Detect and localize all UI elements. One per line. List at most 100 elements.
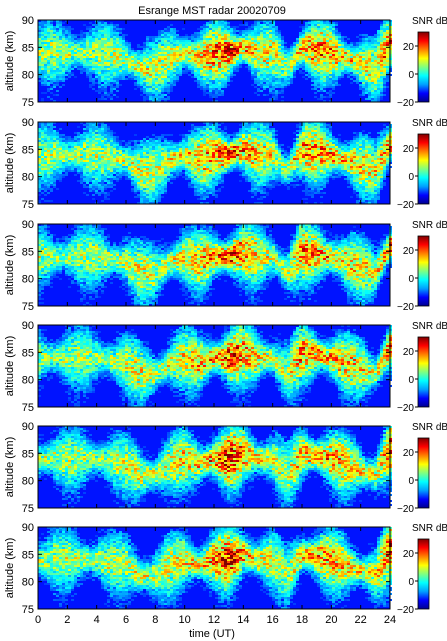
heatmap-cell bbox=[74, 56, 77, 58]
heatmap-cell bbox=[191, 156, 194, 158]
heatmap-cell bbox=[314, 36, 317, 38]
heatmap-cell bbox=[89, 58, 92, 60]
heatmap-cell bbox=[134, 54, 137, 56]
heatmap-cell bbox=[335, 70, 338, 72]
heatmap-cell bbox=[92, 132, 95, 134]
heatmap-cell bbox=[71, 36, 74, 38]
heatmap-cell bbox=[74, 146, 77, 148]
heatmap-cell bbox=[284, 50, 287, 52]
heatmap-cell bbox=[185, 168, 188, 170]
heatmap-cell bbox=[152, 148, 155, 150]
heatmap-cell bbox=[185, 138, 188, 140]
heatmap-cell bbox=[257, 28, 260, 30]
heatmap-cell bbox=[194, 38, 197, 40]
heatmap-cell bbox=[305, 24, 308, 26]
heatmap-cell bbox=[53, 54, 56, 56]
heatmap-cell bbox=[83, 38, 86, 40]
heatmap-cell bbox=[68, 28, 71, 30]
heatmap-cell bbox=[74, 168, 77, 170]
heatmap-cell bbox=[167, 86, 170, 88]
heatmap-cell bbox=[176, 170, 179, 172]
heatmap-cell bbox=[98, 158, 101, 160]
heatmap-cell bbox=[149, 188, 152, 190]
heatmap-cell bbox=[272, 22, 275, 24]
heatmap-cell bbox=[362, 86, 365, 88]
heatmap-cell bbox=[239, 66, 242, 68]
heatmap-cell bbox=[182, 154, 185, 156]
heatmap-cell bbox=[215, 80, 218, 82]
heatmap-cell bbox=[47, 32, 50, 34]
heatmap-cell bbox=[140, 46, 143, 48]
heatmap-cell bbox=[206, 86, 209, 88]
heatmap-cell bbox=[323, 24, 326, 26]
heatmap-cell bbox=[317, 70, 320, 72]
heatmap-cell bbox=[158, 190, 161, 192]
heatmap-cell bbox=[134, 172, 137, 174]
heatmap-cell bbox=[101, 42, 104, 44]
heatmap-cell bbox=[47, 42, 50, 44]
heatmap-cell bbox=[50, 152, 53, 154]
heatmap-cell bbox=[83, 162, 86, 164]
heatmap-cell bbox=[146, 182, 149, 184]
heatmap-cell bbox=[296, 60, 299, 62]
heatmap-cell bbox=[233, 54, 236, 56]
heatmap-cell bbox=[41, 138, 44, 140]
heatmap-cell bbox=[380, 60, 383, 62]
heatmap-cell bbox=[101, 154, 104, 156]
heatmap-cell bbox=[38, 160, 41, 162]
heatmap-cell bbox=[314, 56, 317, 58]
heatmap-cell bbox=[254, 48, 257, 50]
heatmap-cell bbox=[98, 26, 101, 28]
heatmap-cell bbox=[263, 50, 266, 52]
heatmap-cell bbox=[116, 138, 119, 140]
heatmap-cell bbox=[308, 32, 311, 34]
heatmap-cell bbox=[62, 156, 65, 158]
heatmap-cell bbox=[335, 80, 338, 82]
heatmap-cell bbox=[38, 26, 41, 28]
heatmap-cell bbox=[137, 84, 140, 86]
heatmap-cell bbox=[356, 48, 359, 50]
heatmap-cell bbox=[320, 58, 323, 60]
heatmap-cell bbox=[281, 64, 284, 66]
heatmap-cell bbox=[92, 34, 95, 36]
heatmap-cell bbox=[65, 136, 68, 138]
heatmap-cell bbox=[266, 56, 269, 58]
heatmap-cell bbox=[338, 62, 341, 64]
heatmap-cell bbox=[302, 54, 305, 56]
heatmap-cell bbox=[53, 48, 56, 50]
heatmap-cell bbox=[149, 156, 152, 158]
heatmap-cell bbox=[197, 48, 200, 50]
heatmap-cell bbox=[41, 146, 44, 148]
heatmap-cell bbox=[191, 132, 194, 134]
heatmap-cell bbox=[314, 76, 317, 78]
heatmap-cell bbox=[107, 82, 110, 84]
heatmap-cell bbox=[257, 32, 260, 34]
heatmap-cell bbox=[44, 182, 47, 184]
heatmap-cell bbox=[164, 98, 167, 100]
heatmap-cell bbox=[263, 24, 266, 26]
heatmap-cell bbox=[53, 50, 56, 52]
heatmap-cell bbox=[173, 48, 176, 50]
heatmap-cell bbox=[185, 36, 188, 38]
heatmap-cell bbox=[266, 58, 269, 60]
heatmap-cell bbox=[368, 96, 371, 98]
heatmap-cell bbox=[68, 64, 71, 66]
heatmap-cell bbox=[125, 44, 128, 46]
heatmap-cell bbox=[320, 34, 323, 36]
heatmap-cell bbox=[164, 148, 167, 150]
heatmap-cell bbox=[53, 64, 56, 66]
heatmap-cell bbox=[161, 76, 164, 78]
heatmap-cell bbox=[308, 52, 311, 54]
heatmap-cell bbox=[62, 38, 65, 40]
heatmap-cell bbox=[332, 78, 335, 80]
heatmap-cell bbox=[143, 184, 146, 186]
heatmap-cell bbox=[86, 44, 89, 46]
heatmap-cell bbox=[383, 56, 386, 58]
heatmap-cell bbox=[374, 62, 377, 64]
heatmap-cell bbox=[230, 56, 233, 58]
heatmap-cell bbox=[230, 66, 233, 68]
heatmap-cell bbox=[38, 188, 41, 190]
heatmap-cell bbox=[365, 86, 368, 88]
heatmap-cell bbox=[77, 162, 80, 164]
heatmap-cell bbox=[62, 80, 65, 82]
